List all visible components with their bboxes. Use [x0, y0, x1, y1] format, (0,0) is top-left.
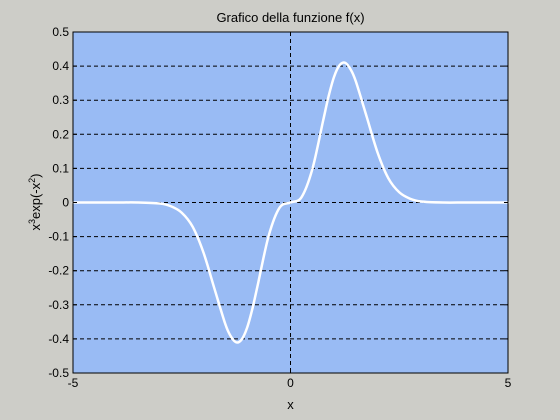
y-tick-label: 0.3: [52, 93, 69, 107]
y-tick-label: 0.5: [52, 25, 69, 39]
x-axis-label: x: [287, 397, 294, 412]
y-axis-label-exp1: 3: [27, 219, 37, 224]
x-tick-label: 5: [505, 376, 512, 390]
y-tick-label: -0.5: [48, 366, 69, 380]
y-axis-label-base: x: [28, 224, 43, 231]
y-tick-label: -0.1: [48, 230, 69, 244]
y-axis-label-tail: ): [28, 174, 43, 178]
series-group: [71, 61, 510, 344]
y-tick-label: -0.4: [48, 332, 69, 346]
y-tick-label: 0.2: [52, 127, 69, 141]
svg-text:x3exp(-x2): x3exp(-x2): [27, 174, 43, 231]
y-tick-label: -0.3: [48, 298, 69, 312]
y-tick-label: -0.2: [48, 264, 69, 278]
y-axis-label-exp2: 2: [27, 178, 37, 183]
y-tick-label: 0.1: [52, 161, 69, 175]
x-tick-label: -5: [68, 376, 79, 390]
y-tick-label: 0: [62, 196, 69, 210]
tick-group: -0.5 -0.4 -0.3 -0.2 -0.1 0 0.1 0.2 0.3 0.4 0.5 -5 0 5: [48, 25, 511, 390]
series-line: [71, 61, 510, 344]
y-tick-label: 0.4: [52, 59, 69, 73]
x-tick-label: 0: [287, 376, 294, 390]
chart-title: Grafico della funzione f(x): [216, 10, 364, 25]
y-axis-label-mid: exp(-x: [28, 182, 43, 219]
y-axis-label: x3exp(-x2): [27, 174, 43, 231]
